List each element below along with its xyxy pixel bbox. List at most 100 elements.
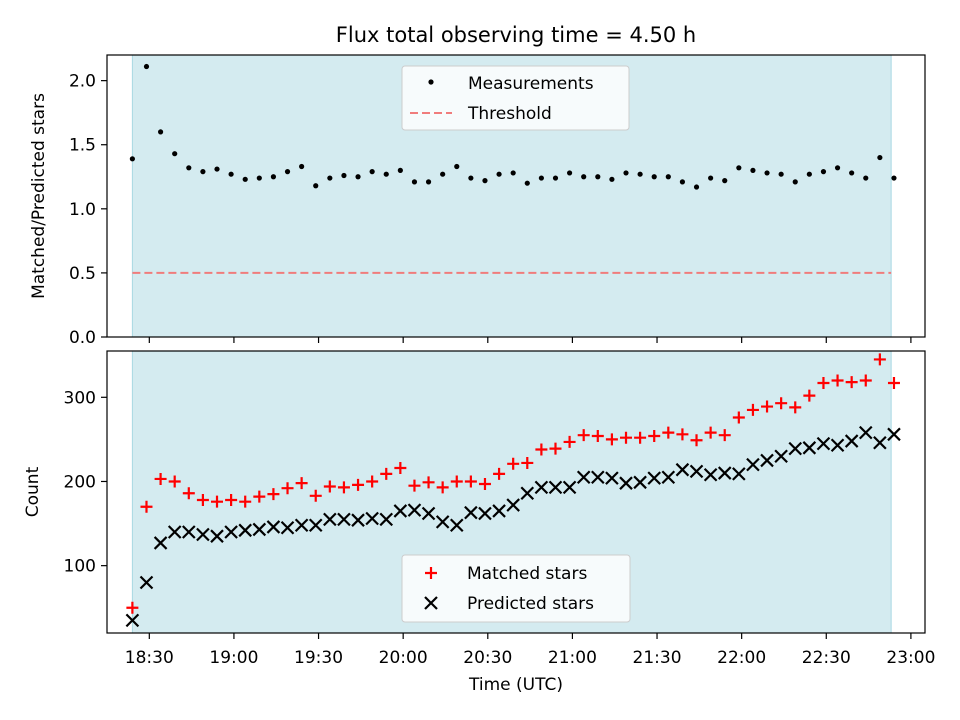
measurement-point (397, 167, 403, 173)
legend-marker-measurements (428, 79, 434, 85)
measurement-point (440, 171, 446, 177)
measurement-point (693, 184, 700, 190)
measurement-point (157, 129, 164, 135)
top-legend: Measurements Threshold (401, 65, 630, 131)
measurement-point (637, 171, 643, 177)
predicted-star-point (379, 512, 394, 527)
predicted-star-point (774, 449, 788, 464)
matched-star-point (154, 472, 167, 485)
top-y-tick-label: 2.0 (69, 72, 96, 92)
matched-star-point (309, 489, 322, 502)
measurement-point (510, 170, 516, 176)
measurement-point (849, 170, 855, 176)
matched-star-point (380, 467, 393, 480)
measurement-point (186, 165, 192, 171)
predicted-star-point (492, 504, 506, 518)
bottom-y-tick-label: 200 (64, 472, 96, 492)
top-y-tick-label: 1.0 (69, 200, 96, 220)
matched-star-point (493, 467, 506, 480)
matched-star-point (478, 478, 491, 491)
matched-star-point (605, 433, 618, 446)
matched-star-point (634, 431, 647, 444)
legend-label-matched: Matched stars (467, 564, 587, 584)
matched-star-point (394, 462, 407, 475)
matched-star-point (323, 480, 336, 493)
bottom-x-tick-label: 21:00 (548, 648, 597, 668)
measurement-point (609, 176, 615, 182)
measurement-point (552, 175, 559, 181)
predicted-star-point (351, 513, 365, 527)
predicted-star-point (591, 470, 605, 485)
matched-star-point (140, 500, 153, 513)
predicted-star-point (464, 505, 478, 520)
measurement-point (482, 178, 488, 184)
bottom-plot-frame (106, 350, 926, 634)
bottom-x-tick-label: 19:30 (294, 648, 343, 668)
measurement-point (299, 163, 305, 170)
predicted-star-point (873, 435, 887, 450)
measurement-point (820, 169, 827, 175)
measurement-point (256, 175, 262, 181)
bottom-x-tick-label: 23:00 (886, 648, 935, 668)
matched-star-point (535, 443, 548, 456)
legend-marker-predicted (424, 596, 438, 610)
measurement-point (468, 175, 474, 181)
predicted-star-point (633, 475, 647, 490)
measurement-point (242, 176, 248, 182)
predicted-star-point (605, 471, 619, 485)
matched-star-point (732, 411, 745, 424)
measurement-point (778, 171, 784, 177)
matched-star-point (281, 482, 294, 495)
bottom-x-tick-label: 22:30 (802, 648, 851, 668)
measurement-point (834, 165, 841, 171)
top-x-ticks (148, 337, 912, 343)
predicted-star-point (619, 476, 633, 490)
bottom-x-tick-label: 19:00 (209, 648, 258, 668)
matched-star-point (789, 401, 802, 414)
measurement-point (383, 171, 389, 177)
predicted-star-point (478, 506, 492, 521)
matched-star-point (549, 442, 562, 455)
predicted-star-point (816, 436, 831, 451)
measurement-point (877, 154, 883, 161)
measurement-point (524, 180, 530, 186)
legend-label-predicted: Predicted stars (467, 594, 594, 614)
predicted-star-point (266, 520, 281, 534)
predicted-star-point (365, 511, 379, 526)
legend-label-threshold: Threshold (467, 104, 552, 124)
top-y-axis: 0.0 0.5 1.0 1.5 2.0 (69, 72, 107, 348)
matched-star-point (577, 429, 590, 442)
measurement-point (228, 171, 234, 177)
predicted-star-point (167, 525, 182, 539)
matched-star-point (704, 426, 717, 439)
bottom-x-tick-label: 20:30 (463, 648, 512, 668)
matched-star-point (422, 476, 435, 489)
matched-star-point (859, 374, 872, 387)
predicted-star-point (280, 520, 295, 535)
matched-star-point (648, 430, 661, 443)
measurement-point (623, 170, 629, 176)
measurement-point (425, 179, 432, 185)
predicted-star-point (858, 425, 873, 440)
matched-star-point (211, 495, 224, 508)
measurement-point (327, 175, 333, 181)
measurement-point (538, 175, 544, 181)
measurement-point (200, 169, 206, 175)
measurement-point (581, 174, 587, 180)
predicted-star-point (337, 512, 351, 527)
measurement-point (411, 179, 418, 185)
measurement-point (736, 165, 742, 171)
measurement-point (270, 174, 277, 180)
bottom-y-tick-label: 100 (64, 557, 96, 577)
measurement-point (679, 179, 686, 185)
predicted-star-point (449, 518, 464, 533)
top-legend-box (401, 65, 630, 131)
predicted-star-point (661, 470, 676, 485)
predicted-star-point (393, 504, 408, 518)
predicted-star-point (252, 522, 267, 537)
matched-star-point (337, 481, 350, 494)
top-y-tick-label: 0.0 (69, 328, 96, 348)
matched-star-point (690, 434, 703, 447)
bottom-legend: Matched stars Predicted stars (401, 554, 631, 623)
